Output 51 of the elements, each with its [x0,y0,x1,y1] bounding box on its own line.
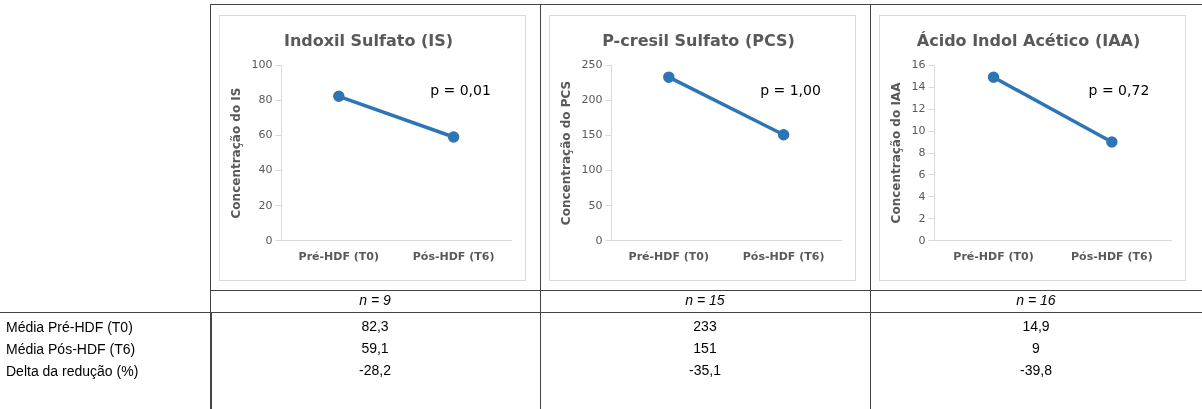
annotation: p = 0,72 [1088,82,1150,99]
chart-title: P-cresil Sulfato (PCS) [602,30,795,50]
text: 9 [1031,340,1041,356]
y-tick-label: 14 [911,80,926,94]
text: Delta da redução (%) [6,363,139,379]
y-tick-label: 10 [911,123,926,137]
y-tick-label: 2 [918,211,926,225]
y-tick-label: 8 [918,145,926,159]
y-tick-label: 16 [911,58,926,72]
y-axis-title: Concentração do IS [229,87,244,219]
y-tick-label: 150 [581,128,603,142]
y-tick-label: 100 [251,58,273,72]
y-tick-label: 80 [258,93,273,107]
x-tick-label: Pós-HDF (T6) [742,250,825,264]
x-tick-label: Pré-HDF (T0) [953,250,1034,264]
text: 82,3 [360,318,390,334]
text: n = 9 [358,292,392,308]
annotation: p = 0,01 [430,82,491,99]
y-tick-label: 12 [911,101,926,115]
y-tick-label: 6 [918,167,926,181]
y-tick-label: 100 [581,163,603,177]
x-tick-label: Pré-HDF (T0) [298,250,379,264]
y-tick-label: 200 [581,93,603,107]
x-tick-label: Pós-HDF (T6) [412,250,495,264]
chart-title: Indoxil Sulfato (IS) [283,30,454,50]
text: 14,9 [1021,318,1051,334]
y-tick-label: 20 [258,198,273,212]
text: -28,2 [358,362,392,378]
text: 151 [692,340,718,356]
y-tick-label: 4 [918,189,926,203]
text: Média Pré-HDF (T0) [6,319,133,335]
y-tick-label: 40 [258,163,273,177]
text: Média Pós-HDF (T6) [6,341,136,357]
chart-title: Ácido Indol Acético (IAA) [916,30,1141,50]
y-axis-title: Concentração do PCS [559,80,574,226]
x-tick-label: Pré-HDF (T0) [628,250,709,264]
y-tick-label: 0 [918,233,926,247]
text: 59,1 [360,340,390,356]
y-tick-label: 0 [265,233,273,247]
y-axis-title: Concentração do IAA [889,81,904,224]
x-tick-label: Pós-HDF (T6) [1071,250,1153,264]
y-tick-label: 50 [588,198,603,212]
annotation: p = 1,00 [760,82,821,99]
y-tick-label: 0 [595,233,603,247]
text: n = 16 [1015,292,1057,308]
y-tick-label: 250 [581,58,603,72]
text: -35,1 [688,362,722,378]
text: -39,8 [1019,362,1053,378]
text: n = 15 [684,292,726,308]
y-tick-label: 60 [258,128,273,142]
text: 233 [692,318,718,334]
